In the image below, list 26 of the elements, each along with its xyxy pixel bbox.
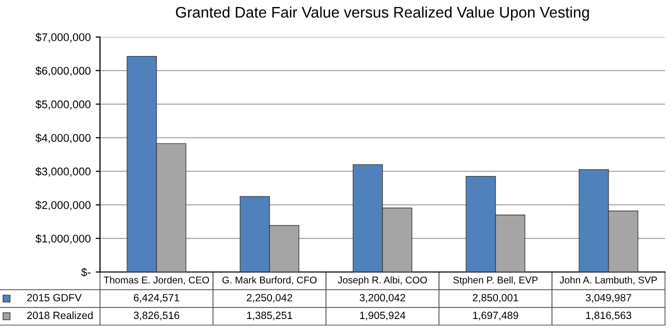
y-tick-label: $1,000,000 [35,234,91,244]
data-label: 2,250,042 [246,294,292,303]
x-tick-label: John A. Lambuth, SVP [560,276,657,285]
y-tick-label: $2,000,000 [35,200,91,210]
data-label: 1,697,489 [473,312,518,320]
legend-label: 2018 Realized [27,311,93,320]
y-tick-label: $3,000,000 [35,167,91,177]
y-tick-label: $5,000,000 [35,100,91,110]
data-label: 6,424,571 [134,294,180,303]
x-tick-label: Joseph R. Albi, COO [338,276,427,286]
chart-title: Granted Date Fair Value versus Realized Value Upon Vesting [176,6,589,21]
x-tick-label: Stphen P. Bell, EVP [453,276,538,286]
data-label: 3,826,516 [134,312,180,320]
y-tick-label: $7,000,000 [35,32,91,42]
data-label: 1,385,251 [247,312,292,320]
y-tick-label: $6,000,000 [35,66,91,76]
y-tick-label: $4,000,000 [35,134,91,144]
x-tick-label: Thomas E. Jorden, CEO [104,276,209,285]
x-tick-label: G. Mark Burford, CFO [222,276,317,285]
data-label: 1,816,563 [586,312,632,320]
data-label: 1,905,924 [360,312,406,320]
legend-label: 2015 GDFV [27,294,82,302]
data-label: 2,850,001 [472,294,518,303]
data-label: 3,200,042 [360,294,406,303]
y-tick-label: $- [81,268,90,277]
data-label: 3,049,987 [586,294,632,303]
